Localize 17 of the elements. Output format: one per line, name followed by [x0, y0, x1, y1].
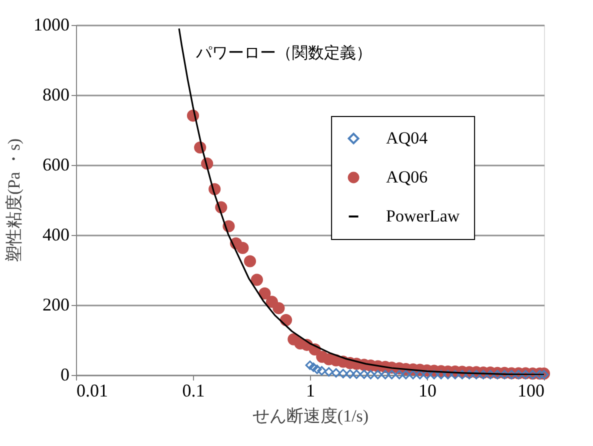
x-tick-label: 1	[306, 380, 315, 400]
y-tick-label: 400	[42, 224, 70, 244]
x-tick-label: 0.01	[76, 380, 108, 400]
y-tick-label: 0	[60, 364, 70, 384]
annotation: パワーロー（関数定義）	[195, 43, 372, 62]
y-tick-label: 200	[42, 294, 70, 314]
x-tick-label: 10	[418, 380, 436, 400]
y-tick-label: 1000	[34, 14, 70, 34]
legend-label: PowerLaw	[386, 206, 460, 226]
y-axis-title: 塑性粘度(Pa ・s)	[4, 138, 24, 263]
y-tick-label: 800	[42, 84, 70, 104]
x-axis-title: せん断速度(1/s)	[252, 406, 369, 426]
x-tick-label: 0.1	[182, 380, 205, 400]
legend-label: AQ06	[386, 168, 428, 186]
y-tick-label: 600	[42, 154, 70, 174]
legend-label: AQ04	[386, 128, 428, 148]
x-tick-label: 100	[518, 380, 544, 400]
